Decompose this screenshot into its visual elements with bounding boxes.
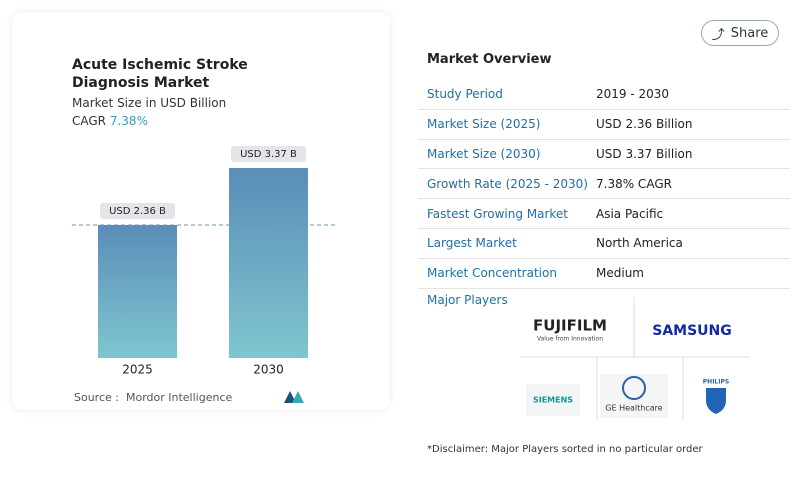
overview-label: Study Period xyxy=(427,87,503,102)
overview-title: Market Overview xyxy=(427,52,552,67)
overview-value: USD 2.36 Billion xyxy=(596,117,693,132)
disclaimer: *Disclaimer: Major Players sorted in no … xyxy=(427,444,703,455)
overview-label: Fastest Growing Market xyxy=(427,206,569,221)
cagr-value: 7.38% xyxy=(109,114,148,128)
logo-text: FUJIFILM xyxy=(533,317,607,335)
x-tick-label: 2025 xyxy=(122,363,153,377)
ge-logo xyxy=(622,376,646,400)
value-label-bg xyxy=(100,202,175,219)
major-players-title: Major Players xyxy=(427,293,508,307)
chart-title: Acute Ischemic Stroke Diagnosis Market xyxy=(72,57,248,91)
overview-row: Market Size (2025) USD 2.36 Billion xyxy=(418,110,790,140)
chart-subtitle: Market Size in USD Billion xyxy=(72,96,227,110)
cagr: CAGR 7.38% xyxy=(72,114,148,128)
overview-row: Growth Rate (2025 - 2030) 7.38% CAGR xyxy=(418,169,790,200)
logo-text: Value from Innovation xyxy=(537,336,603,343)
overview-table: Study Period 2019 - 2030 Market Size (2025… xyxy=(418,80,790,289)
overview-label: Market Size (2025) xyxy=(427,117,541,132)
share-label: Share xyxy=(730,25,769,41)
source: Source : Mordor Intelligence xyxy=(74,391,233,404)
overview-row: Market Concentration Medium xyxy=(418,259,790,289)
overview-label: Market Size (2030) xyxy=(427,146,541,161)
share-icon: ⤴ xyxy=(711,27,725,43)
value-label-bg xyxy=(231,146,306,162)
logo-text: PHILIPS xyxy=(703,379,729,386)
overview-row: Fastest Growing Market Asia Pacific xyxy=(418,199,790,229)
bar xyxy=(229,168,308,358)
philips-shield xyxy=(706,388,726,414)
overview-value: Asia Pacific xyxy=(596,206,664,221)
overview-row: Market Size (2030) USD 3.37 Billion xyxy=(418,140,790,170)
x-tick-label: 2030 xyxy=(253,363,284,377)
overview-label: Market Concentration xyxy=(427,266,557,281)
mordor-logo xyxy=(284,391,304,403)
overview-value: North America xyxy=(596,236,683,251)
logo-text: SIEMENS xyxy=(533,396,573,405)
logo-text: GE Healthcare xyxy=(605,404,662,413)
overview-value: USD 3.37 Billion xyxy=(596,146,693,161)
overview-label: Largest Market xyxy=(427,236,517,251)
bar xyxy=(98,224,177,358)
logo-box xyxy=(526,384,580,416)
overview-value: 7.38% CAGR xyxy=(596,176,672,191)
overview-value: Medium xyxy=(596,266,644,281)
chart-card xyxy=(12,12,390,410)
share-button[interactable]: ⤴ Share xyxy=(701,20,779,46)
value-label: USD 3.37 B xyxy=(240,149,297,160)
overview-row: Largest Market North America xyxy=(418,229,790,259)
logo-box xyxy=(600,374,668,418)
logo-text: SAMSUNG xyxy=(652,323,732,339)
value-label: USD 2.36 B xyxy=(109,206,166,217)
overview-row: Study Period 2019 - 2030 xyxy=(418,80,790,110)
overview-label: Growth Rate (2025 - 2030) xyxy=(427,176,588,191)
cagr-label: CAGR xyxy=(72,114,107,128)
overview-value: 2019 - 2030 xyxy=(596,87,670,102)
